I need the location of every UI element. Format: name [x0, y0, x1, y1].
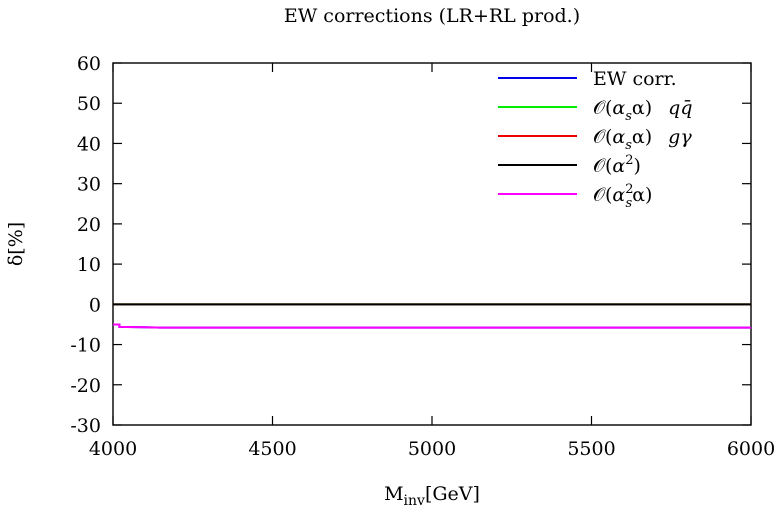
y-tick-label: 50	[77, 93, 101, 115]
legend-label: EW corr.	[593, 68, 677, 90]
series-lines	[113, 303, 751, 329]
y-tick-label: 60	[77, 53, 101, 75]
x-axis: 4000 4500 5000 5500 6000	[89, 63, 775, 460]
y-tick-label: 20	[77, 214, 101, 236]
y-tick-label: 30	[77, 174, 101, 196]
legend-label: 𝒪(αsα) qq̄	[593, 97, 692, 124]
legend-label: 𝒪(α2)	[593, 153, 641, 177]
y-tick-label: 0	[89, 294, 101, 316]
x-tick-label: 4000	[89, 438, 137, 460]
legend: EW corr. 𝒪(αsα) qq̄𝒪(αsα) gγ𝒪(α2) 𝒪(α2 sα)	[498, 68, 692, 211]
series-line-5	[113, 323, 751, 329]
legend-label: 𝒪(αsα) gγ	[593, 126, 692, 153]
x-tick-label: 5500	[567, 438, 615, 460]
y-tick-label: -20	[70, 375, 101, 397]
plot-frame	[112, 62, 752, 426]
x-tick-label: 4500	[248, 438, 296, 460]
y-tick-label: 10	[77, 254, 101, 276]
y-tick-label: -30	[70, 415, 101, 437]
y-tick-label: -10	[70, 335, 101, 357]
chart-title: EW corrections (LR+RL prod.)	[284, 5, 580, 27]
y-axis-label: δ[%]	[5, 222, 27, 266]
plot-border	[112, 62, 752, 426]
x-axis-label: Minv[GeV]	[384, 483, 480, 509]
x-tick-label: 5000	[408, 438, 456, 460]
y-tick-label: 40	[77, 133, 101, 155]
x-tick-label: 6000	[727, 438, 775, 460]
legend-label: 𝒪(α2 sα)	[593, 182, 652, 211]
